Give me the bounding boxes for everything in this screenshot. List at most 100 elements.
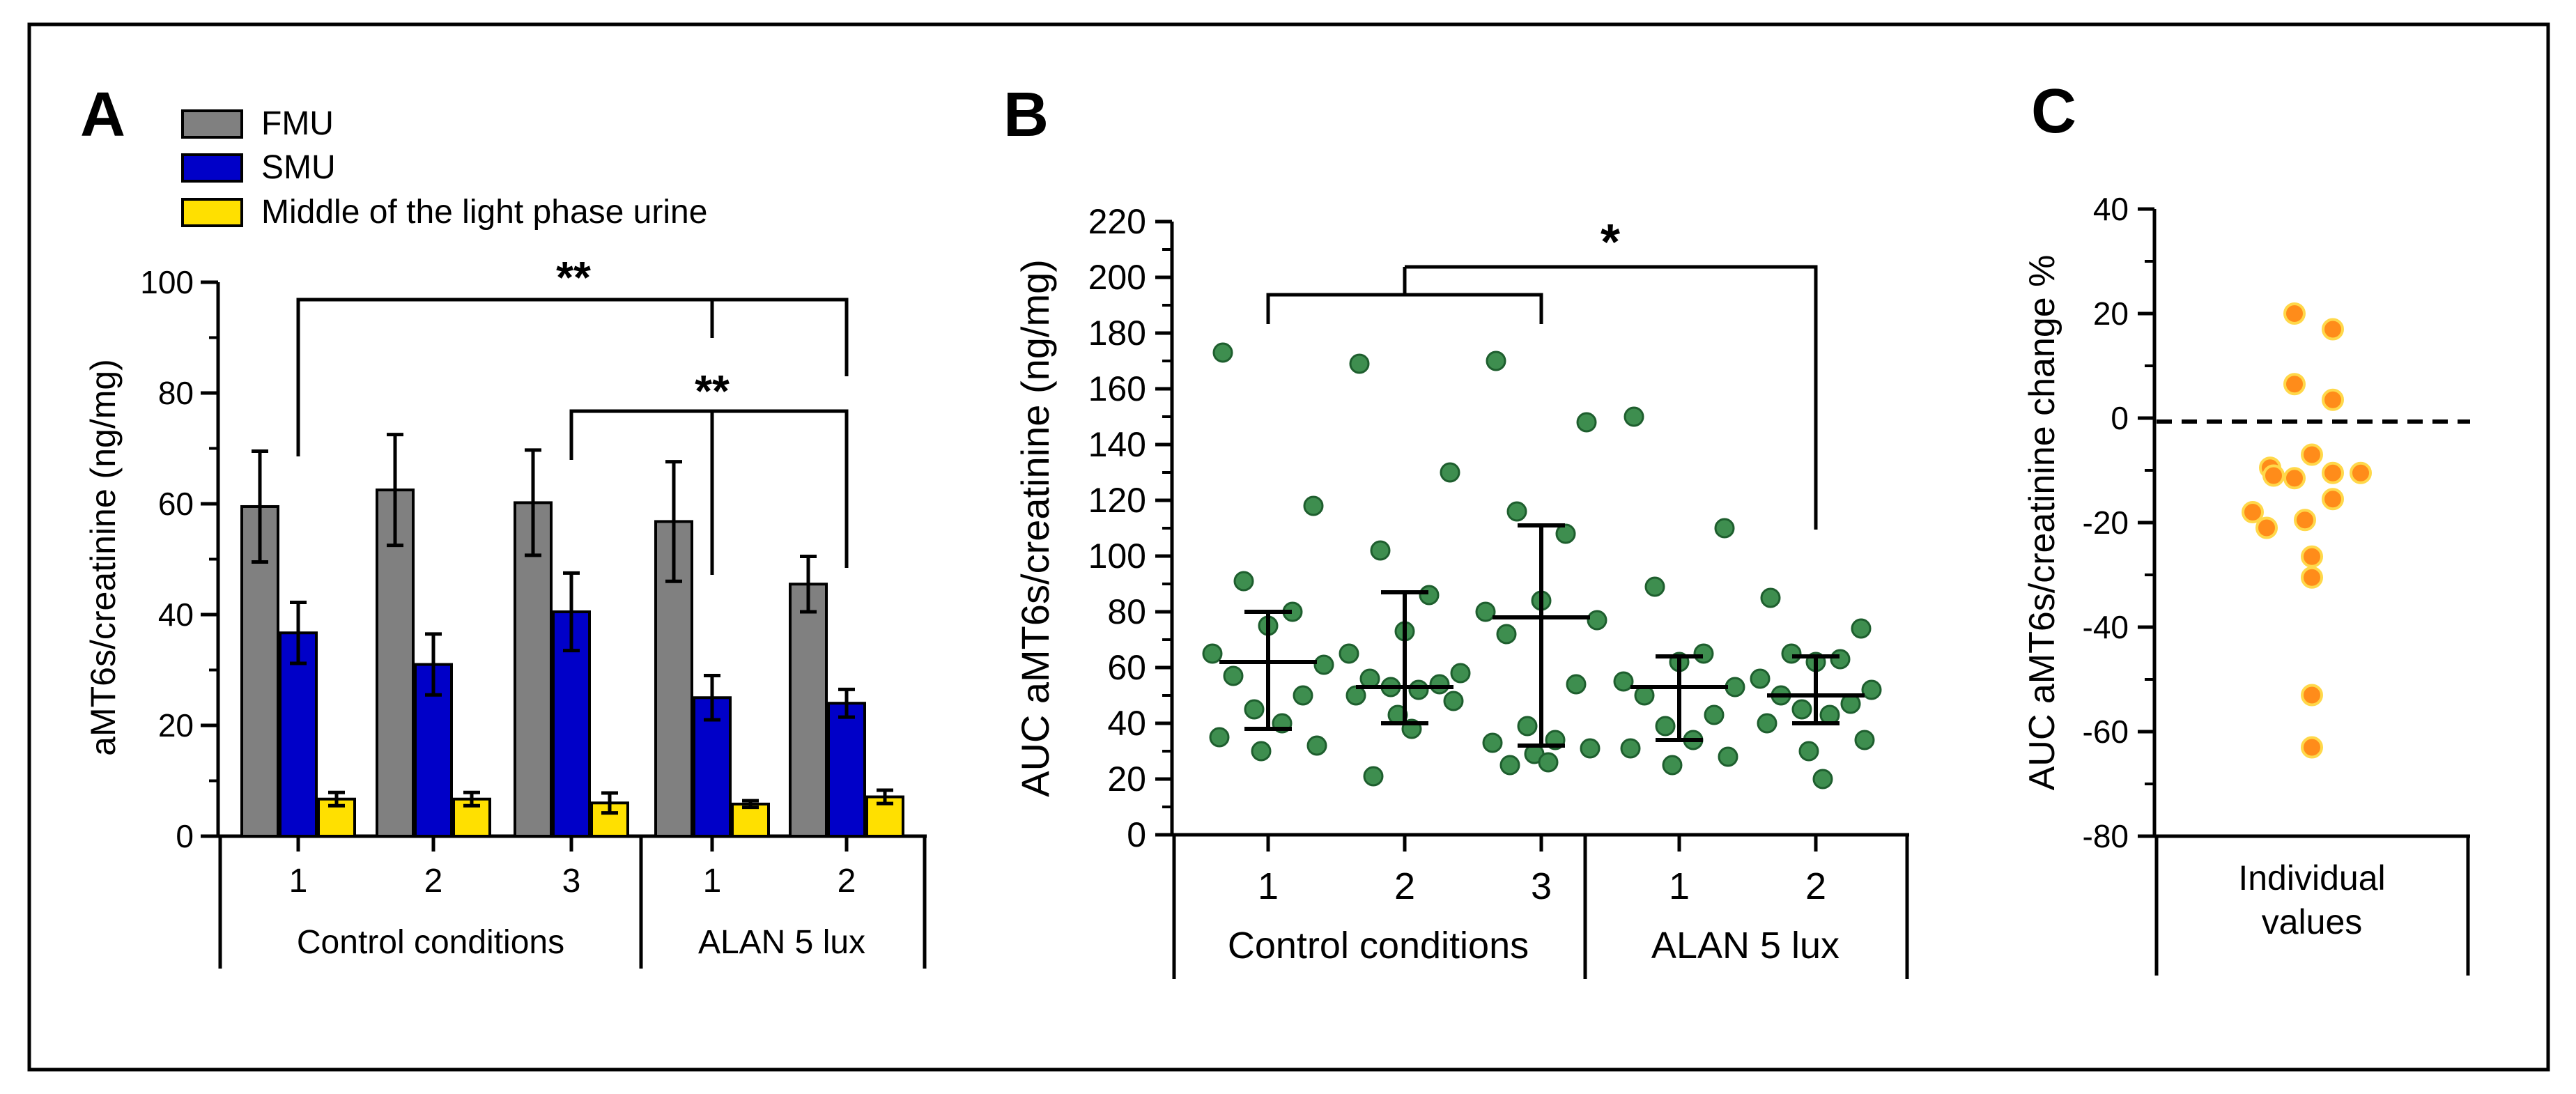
panel-b-point [1566, 674, 1587, 695]
panel-c-point [2322, 461, 2344, 484]
panel-c-point [2262, 464, 2285, 487]
panel-b-y-tick-label: 180 [1088, 314, 1146, 353]
panel-c-y-tick-label: 20 [2093, 295, 2129, 332]
panel-b-point [1757, 713, 1777, 734]
panel-b-median-iqr-5 [1767, 654, 1865, 725]
panel-c-y-tick-label: -80 [2083, 818, 2129, 854]
panel-b-y-tick-label: 60 [1107, 648, 1146, 687]
legend-label-fmu: FMU [261, 105, 334, 142]
bar-fmu-3 [514, 501, 553, 838]
panel-a: A FMU SMU Middle of the light phase urin… [80, 80, 927, 969]
panel-b-point [1655, 716, 1676, 737]
panel-b-point [1517, 716, 1538, 737]
panel-c-point [2255, 516, 2278, 539]
error-bar-mid-1 [328, 790, 345, 808]
panel-c-y-tick-label: -40 [2083, 609, 2129, 645]
panel-b: B 0 20 40 60 80 100 120 140 160 180 200 220 AUC aMT… [1003, 80, 1909, 979]
error-bar-mid-2 [463, 790, 480, 808]
panel-a-y-label: aMT6s/creatinine (ng/mg) [84, 359, 123, 756]
panel-b-point [1370, 540, 1391, 561]
panel-b-point [1812, 769, 1833, 789]
error-bar-smu-2 [425, 632, 442, 697]
error-bar-fmu-3 [525, 448, 541, 557]
panel-c-point [2283, 467, 2306, 490]
panel-a-significance-bracket-1 [296, 298, 849, 456]
panel-b-y-tick-label: 220 [1088, 202, 1146, 241]
error-bar-smu-1 [290, 601, 307, 665]
panel-b-point [1791, 699, 1812, 720]
panel-c-point [2283, 373, 2306, 396]
panel-b-point [1798, 741, 1819, 762]
panel-c-point [2301, 566, 2323, 589]
panel-b-y-tick-label: 160 [1088, 369, 1146, 408]
panel-b-x-tick-label: 2 [1394, 865, 1415, 907]
panel-b-point [1620, 738, 1641, 759]
panel-b-group-alan-label: ALAN 5 lux [1651, 925, 1840, 966]
panel-a-significance-label-2: ** [695, 366, 730, 416]
panel-b-point [1714, 518, 1735, 539]
panel-b-point [1854, 730, 1875, 750]
panel-b-point [1349, 353, 1370, 374]
panel-b-point [1851, 618, 1872, 639]
panel-b-y-tick-label: 200 [1088, 258, 1146, 297]
panel-a-y-tick-label: 40 [158, 596, 194, 633]
panel-b-point [1499, 755, 1520, 776]
panel-c-point [2350, 461, 2372, 484]
panel-b-point [1718, 746, 1738, 767]
panel-c-point [2322, 318, 2344, 341]
panel-b-point [1624, 406, 1644, 427]
panel-a-x-tick-label: 1 [703, 863, 722, 900]
panel-b-point [1212, 342, 1233, 363]
figure-border [27, 22, 2550, 1072]
bar-smu-5 [827, 702, 866, 838]
panel-b-y-tick-label: 0 [1127, 815, 1146, 854]
panel-b-point [1781, 643, 1802, 664]
panel-b-point [1750, 668, 1771, 689]
error-bar-fmu-5 [800, 555, 817, 614]
panel-b-point [1251, 741, 1272, 762]
panel-b-median-iqr-3 [1493, 523, 1590, 748]
panel-b-point [1450, 663, 1471, 684]
panel-c-point [2322, 388, 2344, 411]
panel-b-point [1244, 699, 1265, 720]
panel-b-point [1506, 501, 1527, 522]
panel-c-y-tick-label: 0 [2111, 400, 2129, 436]
legend-label-smu: SMU [261, 149, 336, 186]
panel-a-y-tick-label: 60 [158, 486, 194, 522]
panel-a-significance-bracket-2 [569, 409, 849, 575]
panel-c-y-label: AUC aMT6s/creatinine change % [2022, 255, 2062, 791]
panel-b-point [1725, 677, 1745, 698]
panel-c-y-tick-label: -60 [2083, 714, 2129, 750]
panel-c-x-label-line1: Individual [2238, 858, 2385, 897]
panel-b-point [1613, 671, 1634, 692]
panel-b-x-tick-label: 1 [1258, 865, 1279, 907]
panel-b-point [1644, 576, 1665, 597]
error-bar-fmu-2 [387, 433, 403, 548]
panel-a-y-tick-label: 0 [176, 818, 194, 854]
panel-a-x-tick-label: 2 [424, 863, 443, 900]
panel-b-point [1419, 585, 1440, 606]
panel-c-y-tick-label: -20 [2083, 504, 2129, 541]
panel-b-point [1662, 755, 1683, 776]
panel-b-group-control-label: Control conditions [1228, 925, 1529, 966]
panel-b-significance-bracket [1266, 265, 1818, 530]
panel-c-x-label-line2: values [2262, 902, 2363, 941]
panel-a-y-tick-label: 20 [158, 707, 194, 744]
bar-smu-4 [693, 696, 732, 838]
panel-a-letter: A [80, 80, 125, 150]
panel-a-significance-label-1: ** [556, 252, 591, 302]
panel-b-point [1760, 587, 1781, 608]
panel-b-point [1440, 462, 1460, 483]
panel-c-point [2242, 501, 2264, 523]
error-bar-fmu-1 [252, 449, 268, 564]
panel-c-point [2294, 509, 2316, 532]
panel-b-y-tick-label: 40 [1107, 704, 1146, 743]
panel-c: C -80 -60 -40 -20 0 20 40 AUC aMT6s/creatinine… [2022, 77, 2470, 976]
panel-b-significance-label: * [1601, 215, 1620, 270]
panel-b-point [1233, 571, 1254, 592]
panel-b-point [1587, 610, 1607, 631]
error-bar-mid-5 [877, 788, 893, 806]
panel-a-x-tick-label: 3 [562, 863, 581, 900]
panel-b-point [1482, 732, 1503, 753]
error-bar-fmu-4 [665, 460, 682, 583]
